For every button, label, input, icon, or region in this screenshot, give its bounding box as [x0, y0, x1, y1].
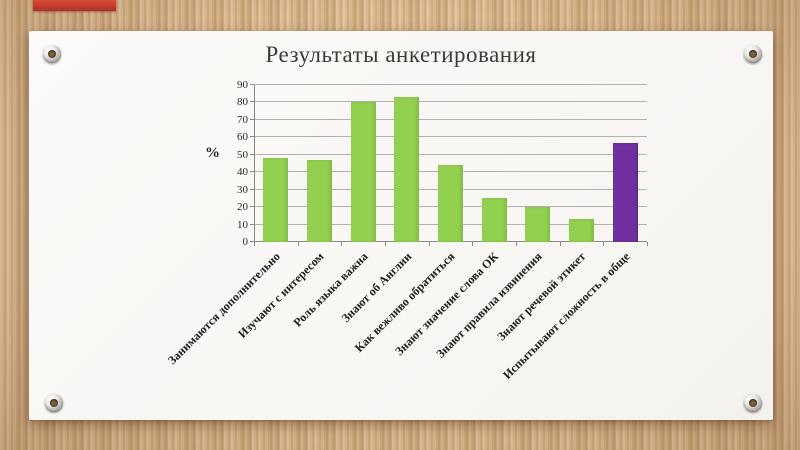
y-axis-tick-label: 40 [237, 166, 248, 179]
screw-top-left-icon [43, 45, 61, 63]
gridline [254, 118, 647, 120]
gridline [254, 84, 647, 85]
y-axis-tick [250, 136, 254, 138]
y-axis-tick [250, 241, 254, 242]
bar [438, 165, 463, 242]
y-axis-tick-label: 70 [237, 113, 248, 126]
gridline [254, 153, 647, 155]
x-axis-tick [428, 242, 430, 246]
x-axis-tick [472, 242, 474, 246]
bar [569, 219, 594, 242]
x-axis-tick [254, 242, 255, 246]
x-axis-tick [559, 242, 561, 246]
y-axis-tick [250, 206, 254, 208]
y-axis-tick-label: 20 [237, 201, 248, 214]
y-axis-line [254, 85, 255, 243]
y-axis-tick [250, 171, 254, 173]
slide-title: Результаты анкетирования [265, 42, 537, 67]
x-axis-tick [385, 242, 386, 246]
x-axis-tick [647, 242, 648, 246]
bar [525, 207, 551, 242]
bar [481, 198, 507, 242]
bar [612, 142, 638, 242]
plot-area: % 0 10 20 30 40 50 60 70 80 90 Занимаются дополнит… [165, 79, 648, 382]
x-axis-tick [603, 242, 605, 246]
x-axis-tick [297, 242, 299, 246]
screw-bottom-right-icon [744, 394, 762, 412]
y-axis-tick [250, 188, 254, 190]
y-axis-tick [250, 223, 254, 225]
y-axis-tick-label: 50 [237, 148, 248, 161]
bar [350, 102, 376, 242]
y-axis-tick-label: 90 [237, 79, 248, 91]
y-axis-tick-label: 60 [237, 131, 248, 144]
y-axis-tick [250, 153, 254, 155]
y-axis-tick [250, 84, 254, 85]
bar [263, 158, 289, 242]
screw-bottom-left-icon [45, 394, 63, 412]
y-axis-tick-label: 80 [237, 96, 248, 109]
y-axis-tick-label: 30 [237, 183, 248, 196]
red-ribbon [33, 0, 116, 11]
x-axis-tick [341, 242, 343, 246]
gridline [254, 101, 647, 103]
gridline [254, 136, 647, 138]
y-axis-label: % [205, 145, 220, 161]
y-axis-tick-label: 10 [237, 218, 248, 231]
y-axis-tick-label: 0 [242, 236, 249, 248]
bar [394, 97, 420, 242]
slide-paper: Результаты анкетирования % 0 10 20 30 40 50 60… [29, 31, 773, 420]
screw-top-right-icon [744, 45, 762, 63]
y-axis-tick [250, 118, 254, 120]
y-axis-tick [250, 101, 254, 103]
bar [307, 160, 332, 242]
x-axis-tick [516, 242, 517, 246]
